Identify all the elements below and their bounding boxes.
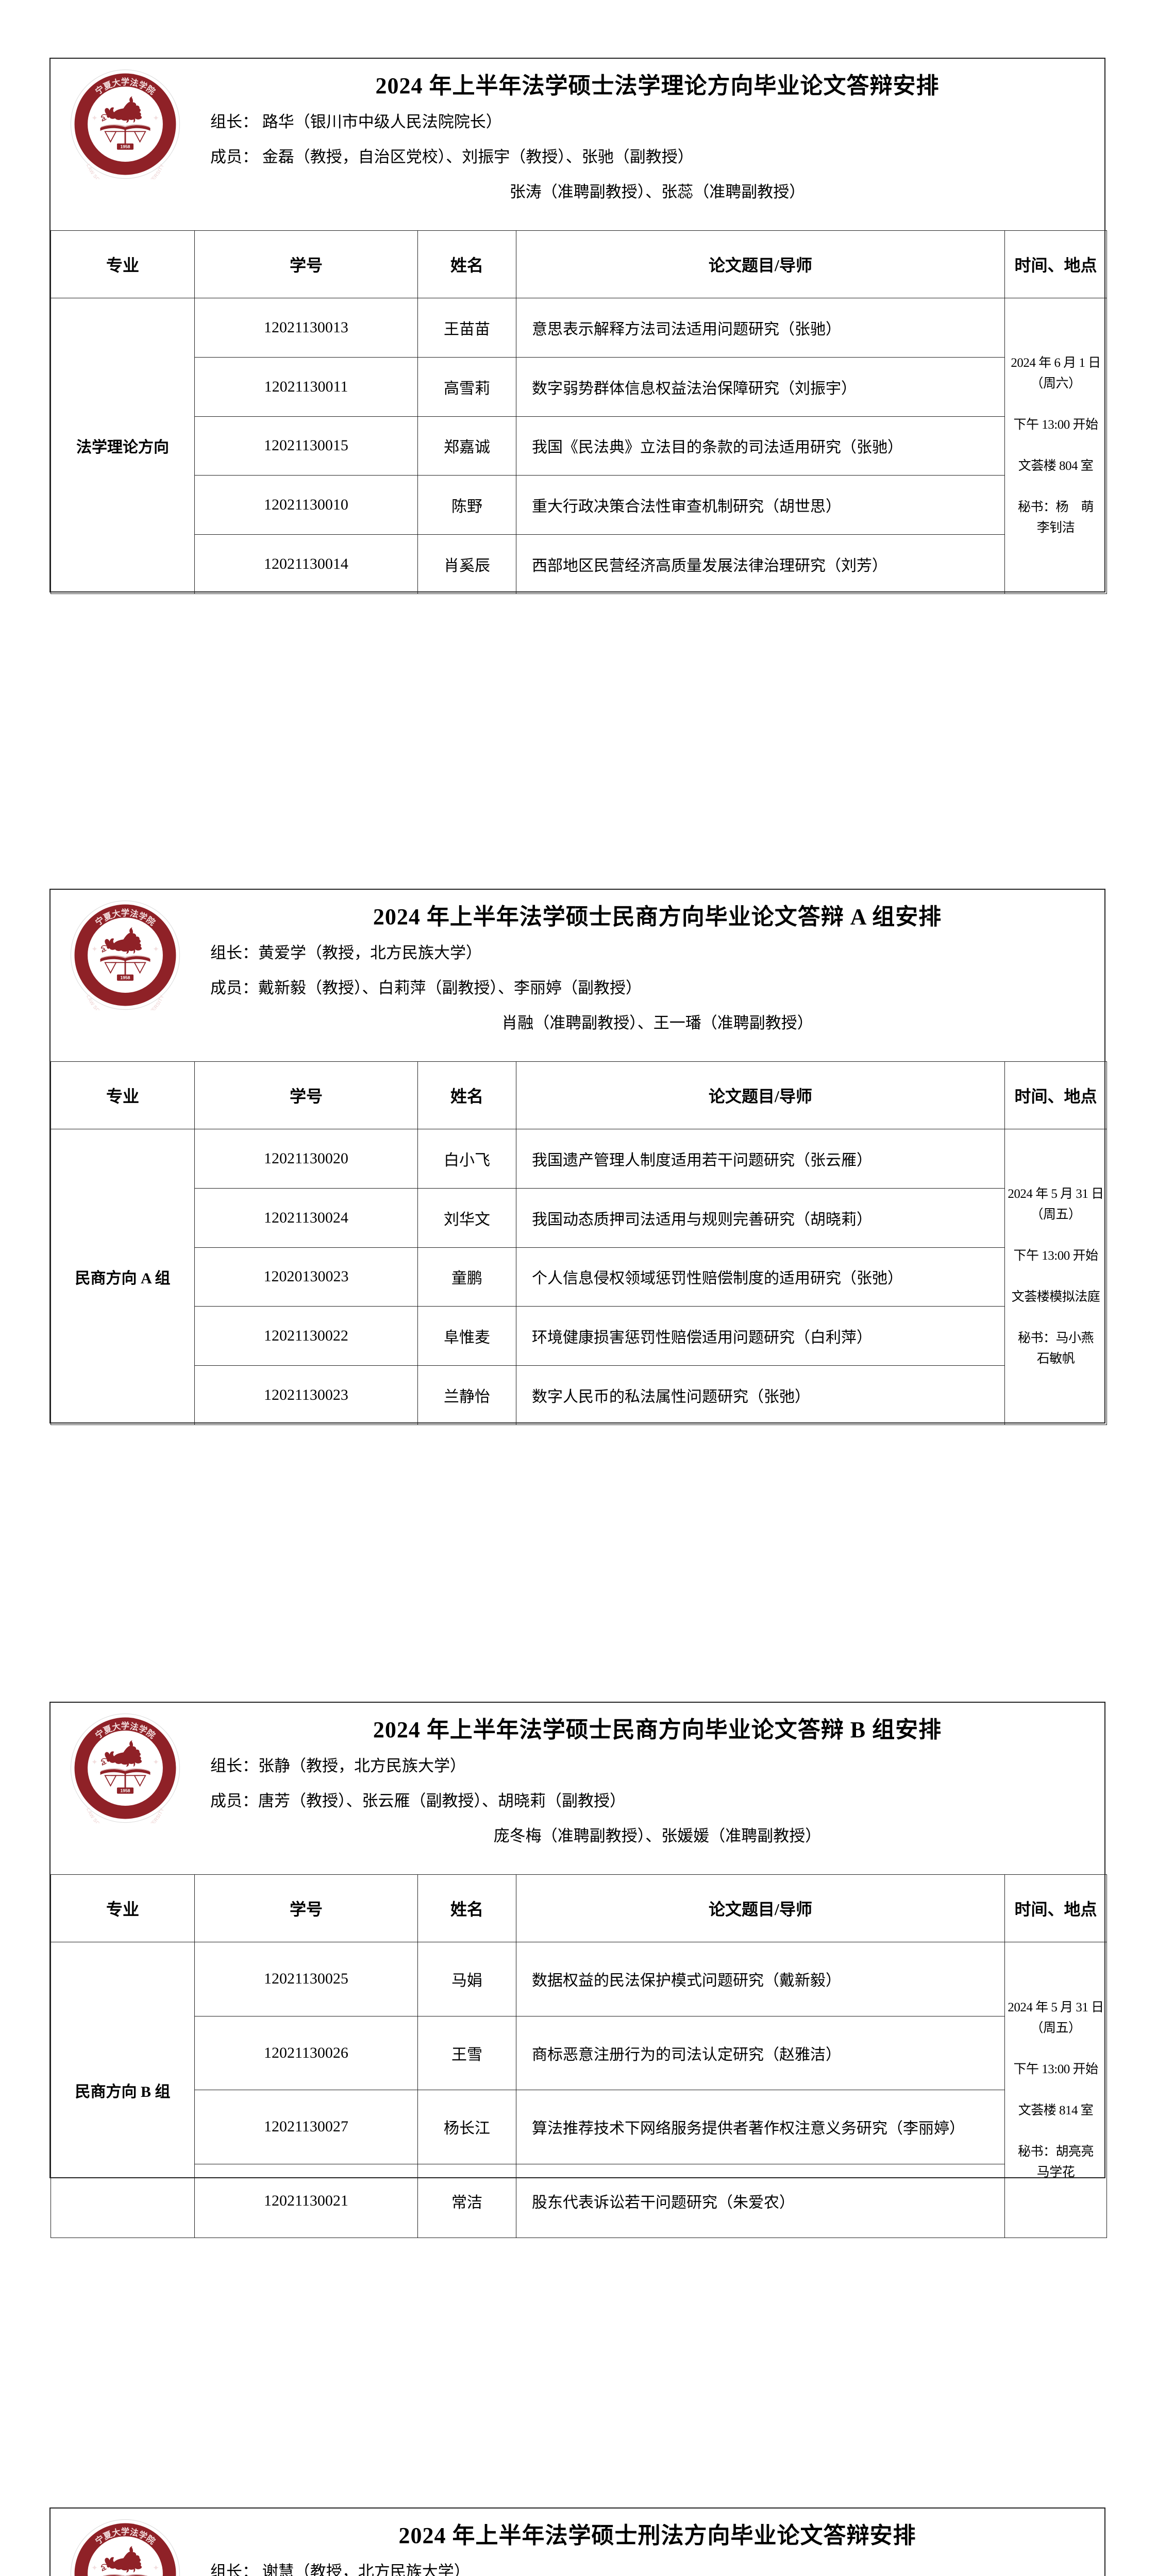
svg-text:1958: 1958 [120,1788,130,1793]
svg-text:1958: 1958 [120,975,130,980]
svg-text:✦: ✦ [153,1758,159,1767]
svg-text:✦: ✦ [153,114,159,123]
svg-text:✦: ✦ [153,945,159,954]
svg-text:✦: ✦ [91,1758,97,1767]
svg-text:1958: 1958 [120,144,130,149]
svg-text:✦: ✦ [153,2564,159,2572]
svg-text:✦: ✦ [91,2564,97,2572]
svg-text:✦: ✦ [91,114,97,123]
svg-text:✦: ✦ [91,945,97,954]
